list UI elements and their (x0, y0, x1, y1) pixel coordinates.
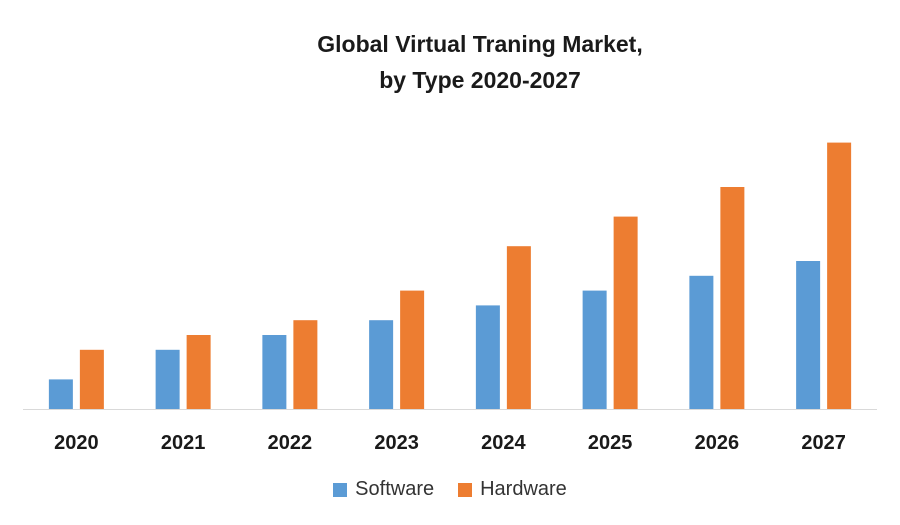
x-tick-label-2021: 2021 (161, 432, 206, 454)
legend-label-software: Software (355, 478, 435, 500)
legend-swatch-software (333, 482, 348, 497)
x-tick-label-2025: 2025 (588, 432, 633, 454)
bar-hardware-2020 (79, 349, 104, 409)
legend-label-hardware: Hardware (480, 478, 567, 500)
chart-legend: Software Hardware (0, 478, 900, 501)
bar-software-2024 (475, 305, 500, 409)
bar-hardware-2021 (186, 335, 211, 409)
bar-software-2026 (689, 275, 714, 409)
bar-chart: 2020 2021 2022 2023 2024 2025 2026 2027 (23, 142, 877, 454)
bar-software-2027 (796, 261, 821, 409)
bar-software-2022 (262, 335, 287, 409)
bar-software-2020 (48, 379, 73, 409)
bar-hardware-2022 (293, 320, 318, 409)
x-tick-label-2027: 2027 (801, 432, 846, 454)
x-tick-label-2024: 2024 (481, 432, 526, 454)
chart-title-line2: by Type 2020-2027 (379, 67, 581, 93)
bar-software-2023 (369, 320, 394, 409)
x-tick-label-2026: 2026 (695, 432, 740, 454)
bar-hardware-2023 (400, 290, 425, 409)
bar-hardware-2025 (613, 216, 638, 409)
x-tick-label-2023: 2023 (374, 432, 419, 454)
legend-item-hardware: Hardware (458, 478, 567, 501)
bar-hardware-2026 (720, 187, 745, 409)
legend-item-software: Software (333, 478, 434, 501)
bar-hardware-2027 (827, 142, 852, 409)
legend-swatch-hardware (458, 482, 473, 497)
x-tick-label-2022: 2022 (268, 432, 313, 454)
chart-title-line1: Global Virtual Traning Market, (317, 31, 643, 57)
bar-hardware-2024 (506, 246, 531, 409)
x-tick-label-2020: 2020 (54, 432, 99, 454)
bar-software-2021 (155, 349, 180, 409)
chart-title: Global Virtual Traning Market, by Type 2… (0, 26, 900, 98)
bar-software-2025 (582, 290, 607, 409)
